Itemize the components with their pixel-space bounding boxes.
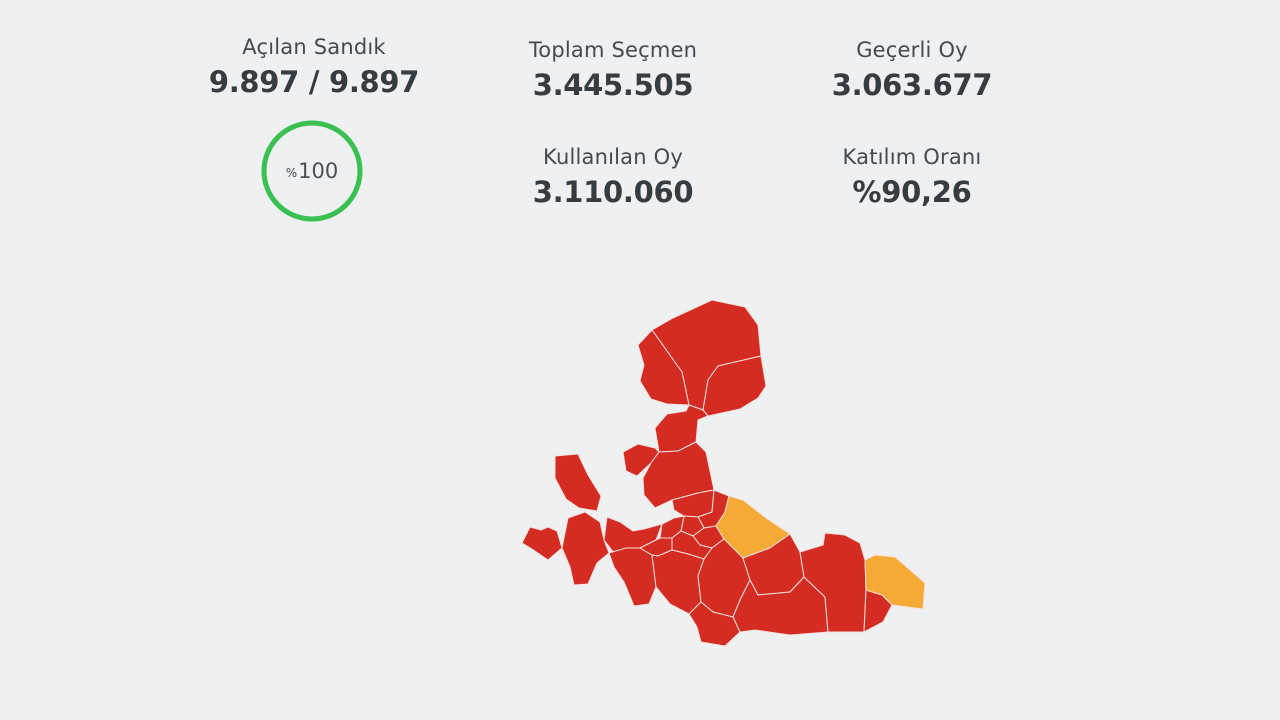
percent-value: 100 bbox=[298, 159, 339, 183]
district-dikili[interactable] bbox=[637, 329, 690, 406]
turnout-rate-value: %90,26 bbox=[852, 175, 972, 209]
votes-cast-value: 3.110.060 bbox=[532, 175, 694, 209]
valid-votes: Geçerli Oy 3.063.677 bbox=[782, 37, 1042, 103]
counted-progress-ring: % 100 bbox=[260, 119, 364, 223]
district-cesme[interactable] bbox=[521, 526, 563, 561]
total-voters: Toplam Seçmen 3.445.505 bbox=[483, 37, 743, 103]
district-foca[interactable] bbox=[622, 443, 660, 477]
votes-cast: Kullanılan Oy 3.110.060 bbox=[483, 144, 743, 210]
district-kiraz[interactable] bbox=[864, 554, 926, 610]
total-voters-label: Toplam Seçmen bbox=[528, 38, 698, 62]
district-karaburun[interactable] bbox=[554, 453, 602, 512]
total-voters-value: 3.445.505 bbox=[532, 68, 694, 102]
opened-ballot-boxes: Açılan Sandık 9.897 / 9.897 bbox=[184, 34, 444, 100]
opened-ballot-boxes-value: 9.897 / 9.897 bbox=[208, 65, 420, 99]
turnout-rate: Katılım Oranı %90,26 bbox=[782, 144, 1042, 210]
votes-cast-label: Kullanılan Oy bbox=[543, 145, 683, 169]
opened-ballot-boxes-label: Açılan Sandık bbox=[242, 35, 386, 59]
percent-sign: % bbox=[285, 165, 298, 180]
district-seferihisar[interactable] bbox=[608, 547, 657, 607]
district-aliaga[interactable] bbox=[654, 404, 709, 453]
progress-percent: % 100 bbox=[260, 119, 364, 223]
district-menderes[interactable] bbox=[651, 549, 705, 615]
valid-votes-value: 3.063.677 bbox=[831, 68, 993, 102]
district-urla[interactable] bbox=[561, 511, 610, 586]
progress-arc bbox=[261, 120, 363, 222]
valid-votes-label: Geçerli Oy bbox=[856, 38, 968, 62]
turnout-rate-label: Katılım Oranı bbox=[842, 145, 982, 169]
